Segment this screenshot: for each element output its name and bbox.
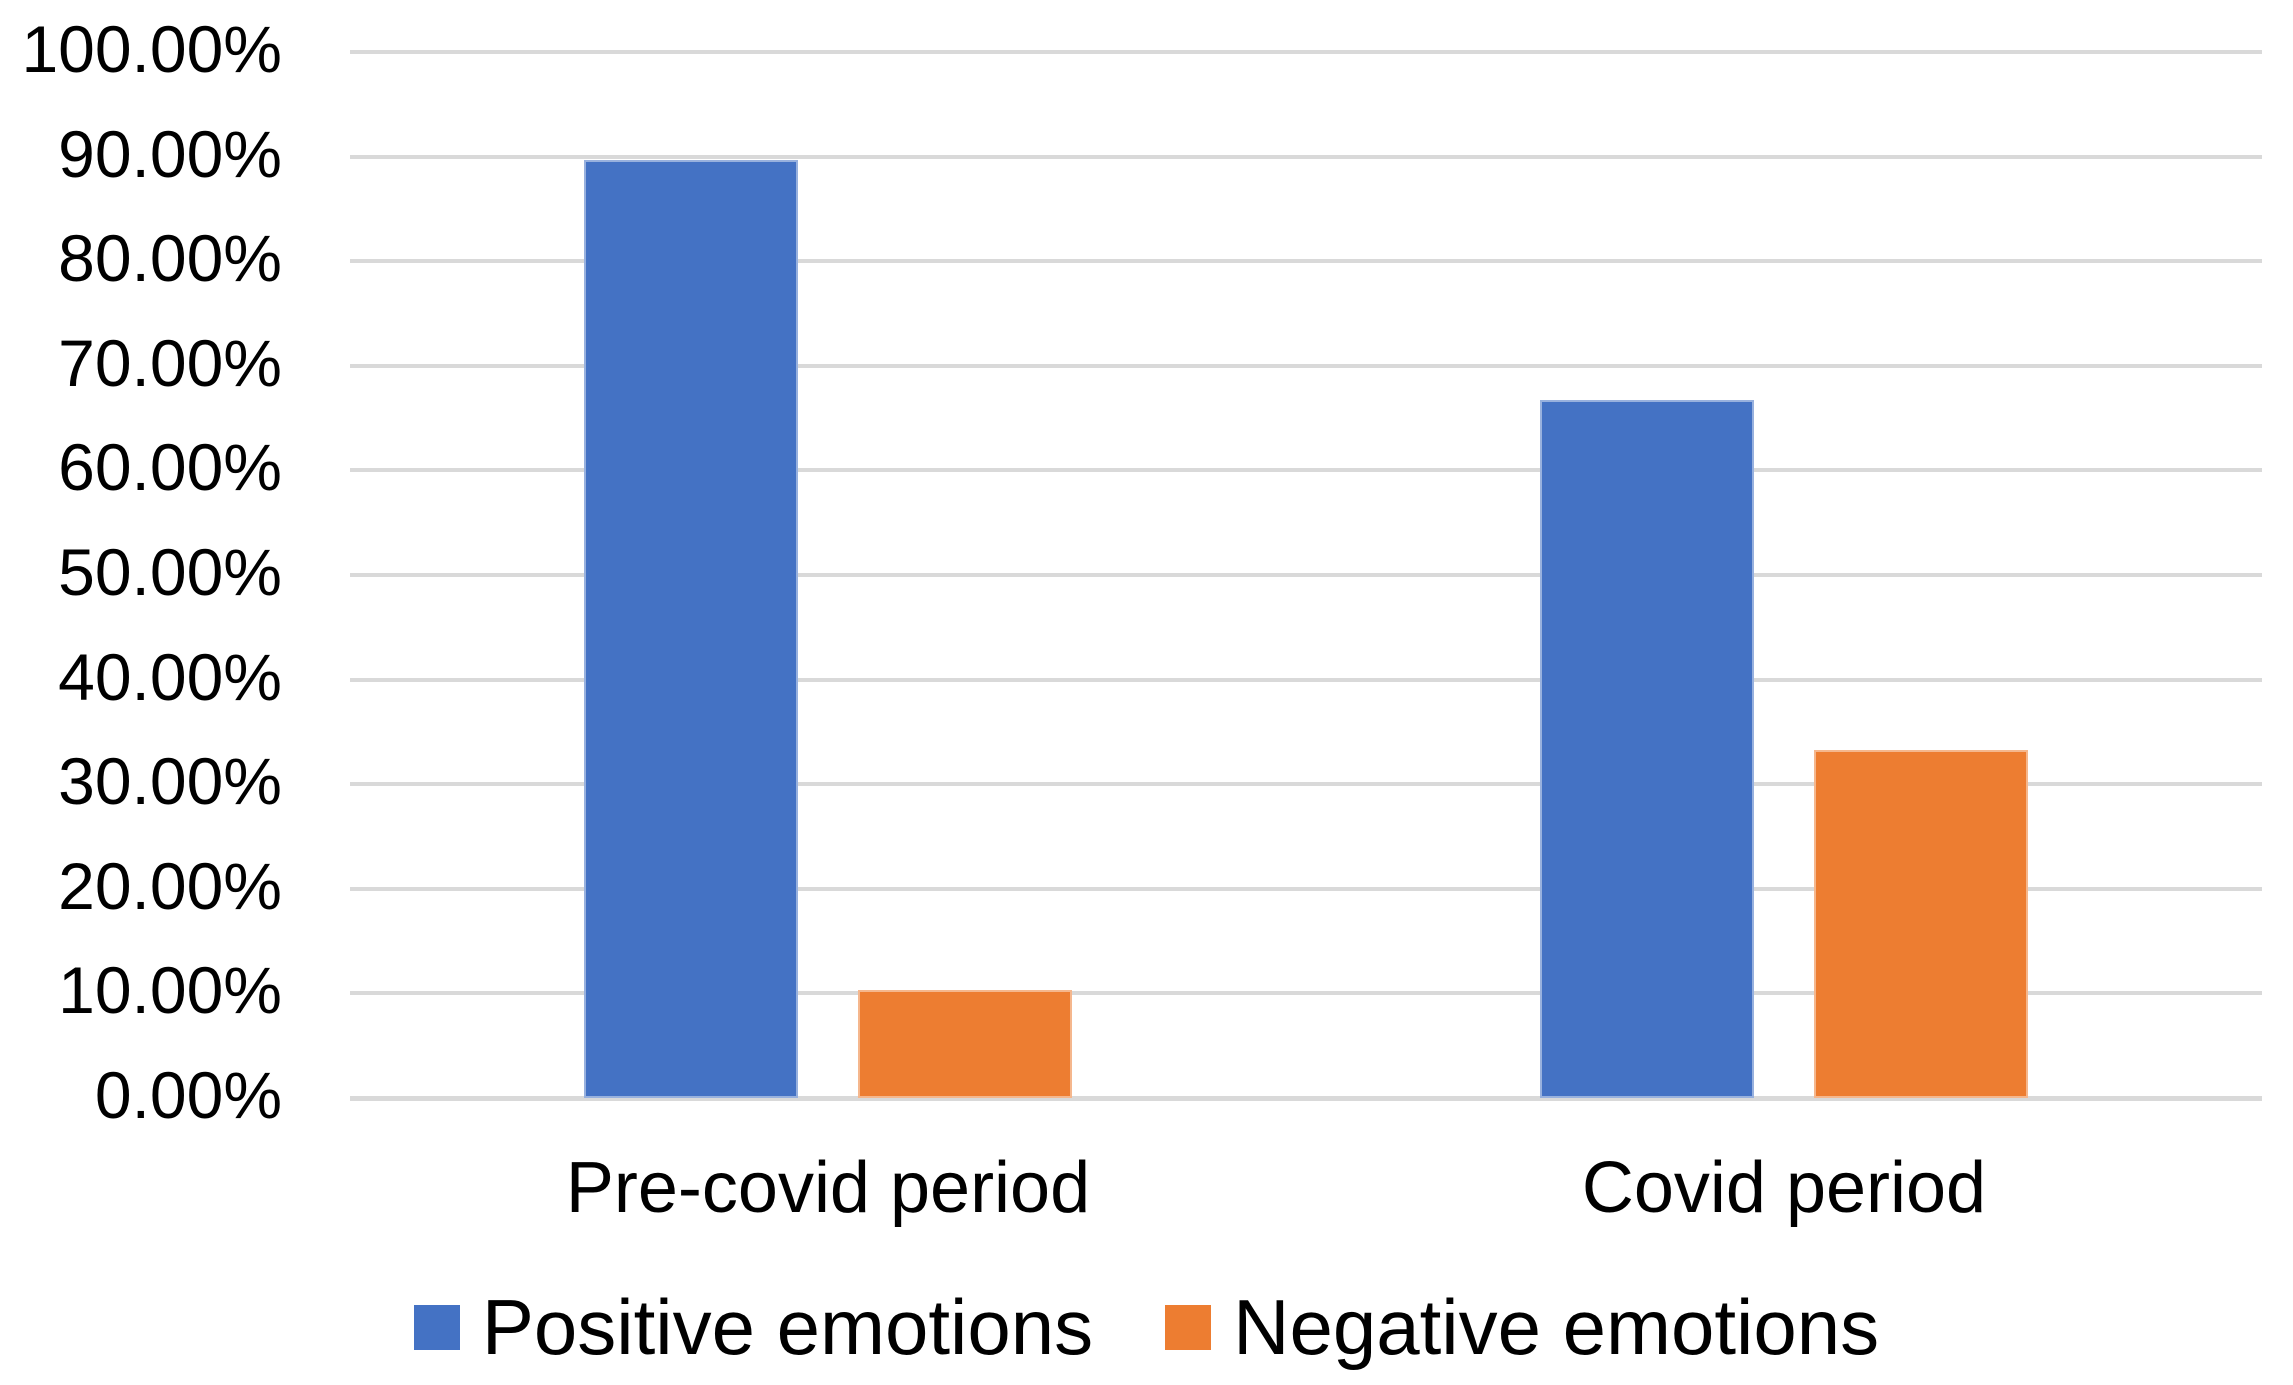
- category-label-pre-covid-period: Pre-covid period: [565, 1148, 1091, 1228]
- y-tick-label-50: 50.00%: [58, 535, 282, 609]
- legend: Positive emotions Negative emotions: [0, 1288, 2293, 1366]
- gridline-10: [350, 991, 2262, 996]
- plot-area: [350, 50, 2262, 1101]
- bar-positive-emotions-pre-covid-period: [584, 159, 798, 1098]
- legend-label-positive-emotions: Positive emotions: [481, 1283, 1094, 1371]
- legend-label-negative-emotions: Negative emotions: [1233, 1283, 1880, 1371]
- y-tick-label-60: 60.00%: [58, 430, 282, 505]
- category-label-covid-period: Covid period: [1581, 1148, 1987, 1228]
- legend-item-positive-emotions: Positive emotions: [413, 1283, 1094, 1371]
- positive-emotions-swatch-icon: [413, 1304, 460, 1350]
- y-axis: 0.00% 10.00% 20.00% 30.00% 40.00% 50.00% 60.00…: [0, 0, 282, 1385]
- gridline-50: [350, 573, 2262, 577]
- y-tick-label-90: 90.00%: [58, 116, 282, 191]
- y-tick-label-80: 80.00%: [58, 221, 282, 296]
- y-tick-label-10: 10.00%: [58, 953, 282, 1028]
- bar-positive-emotions-covid-period: [1540, 400, 1754, 1098]
- y-tick-label-0: 0.00%: [94, 1058, 282, 1132]
- negative-emotions-swatch-icon: [1165, 1304, 1212, 1350]
- gridline-40: [350, 677, 2262, 682]
- gridline-70: [350, 363, 2262, 368]
- gridline-60: [350, 468, 2262, 473]
- y-tick-label-100: 100.00%: [21, 12, 282, 86]
- y-tick-label-30: 30.00%: [58, 744, 282, 819]
- gridline-0: [350, 1096, 2262, 1101]
- legend-item-negative-emotions: Negative emotions: [1165, 1288, 1879, 1366]
- y-tick-label-20: 20.00%: [58, 848, 282, 923]
- y-tick-label-40: 40.00%: [58, 639, 282, 714]
- gridline-80: [350, 259, 2262, 264]
- bar-negative-emotions-pre-covid-period: [858, 990, 1072, 1098]
- gridline-20: [350, 886, 2262, 891]
- x-axis: Pre-covid period Covid period: [350, 1152, 2262, 1224]
- gridline-90: [350, 154, 2262, 159]
- gridline-30: [350, 782, 2262, 787]
- gridline-100: [350, 50, 2262, 54]
- y-tick-label-70: 70.00%: [58, 325, 282, 400]
- bar-negative-emotions-covid-period: [1814, 749, 2028, 1098]
